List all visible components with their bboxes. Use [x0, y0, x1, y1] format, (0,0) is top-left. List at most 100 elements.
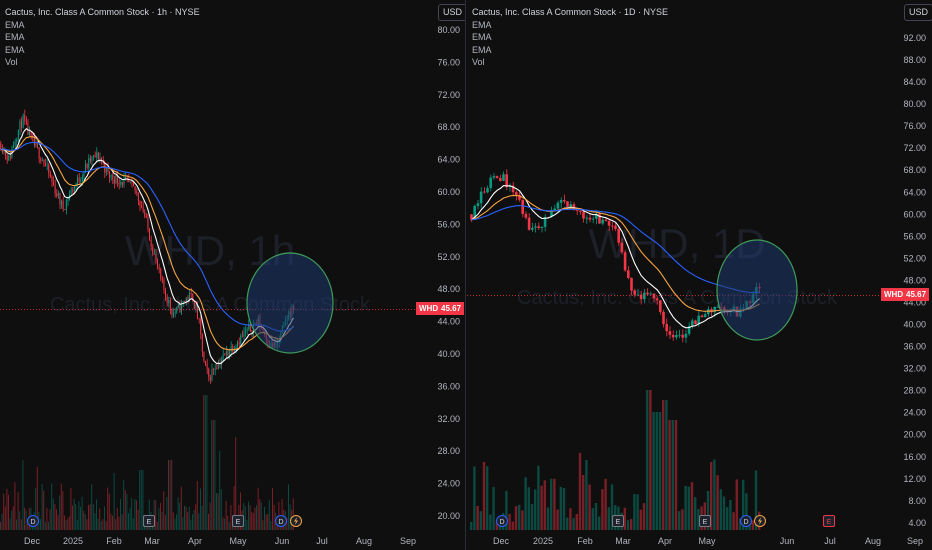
volume-bar: [168, 460, 169, 530]
currency-button-1d[interactable]: USD: [904, 4, 932, 21]
volume-bar: [8, 494, 9, 530]
legend-ema-2[interactable]: EMA: [472, 32, 492, 42]
volume-bar: [128, 513, 129, 530]
candle-body: [222, 354, 224, 361]
volume-bar: [726, 507, 729, 530]
volume-bar: [527, 487, 530, 530]
volume-bar: [228, 521, 230, 530]
volume-bar: [658, 412, 662, 530]
volume-bar: [665, 400, 668, 530]
volume-bar: [44, 521, 46, 530]
legend-ema-3[interactable]: EMA: [472, 44, 492, 55]
candle-body: [59, 193, 61, 205]
volume-bar: [184, 505, 185, 530]
volume-bar: [185, 506, 187, 530]
candle-body: [35, 143, 37, 146]
volume-bar: [41, 484, 43, 530]
candle-body: [251, 330, 253, 332]
legend-ema-1[interactable]: EMA: [472, 19, 492, 30]
last-price-tag-1d: 45.67: [903, 288, 930, 301]
volume-bar: [22, 460, 24, 530]
volume-bar: [222, 517, 224, 530]
volume-bar: [67, 518, 69, 530]
volume-bar: [492, 487, 495, 530]
candle-body: [189, 293, 190, 300]
price-tick-label: 68.00: [903, 165, 926, 175]
candle-body: [572, 204, 576, 210]
time-tick-label: Aug: [356, 536, 372, 546]
volume-bar: [198, 513, 200, 530]
dividend-marker-label: D: [743, 519, 748, 526]
candle-body: [169, 300, 171, 309]
volume-bar: [3, 493, 5, 530]
legend-ema-1[interactable]: EMA: [5, 19, 25, 30]
volume-bar: [200, 488, 201, 530]
candle-body: [19, 120, 21, 130]
volume-bar: [171, 460, 173, 530]
candle-body: [6, 155, 8, 161]
candle-body: [51, 176, 53, 182]
candle-body: [201, 334, 203, 352]
legend-volume[interactable]: Vol: [5, 57, 18, 67]
candle-body: [687, 325, 691, 334]
candle-body: [225, 351, 227, 355]
candle-body: [224, 354, 226, 356]
legend-ema-2[interactable]: EMA: [5, 32, 25, 42]
volume-bar: [48, 521, 49, 530]
price-tick-label: 32.00: [437, 414, 460, 424]
candle-body: [112, 174, 114, 180]
volume-bar: [578, 452, 582, 530]
volume-bar: [594, 502, 598, 530]
volume-bar: [537, 465, 540, 530]
time-tick-label: May: [229, 536, 247, 546]
candle-body: [540, 226, 544, 229]
volume-bar: [716, 475, 719, 530]
candle-body: [126, 177, 128, 179]
volume-bar: [292, 498, 294, 530]
volume-bar: [121, 513, 123, 530]
price-tick-label: 36.00: [903, 342, 926, 352]
volume-bar: [719, 489, 722, 530]
candle-body: [141, 206, 142, 207]
volume-bar: [166, 496, 168, 530]
legend-volume[interactable]: Vol: [472, 57, 485, 67]
candle-body: [70, 189, 72, 195]
volume-bar: [153, 499, 155, 530]
candle-body: [604, 219, 608, 221]
candle-body: [623, 252, 627, 271]
volume-bar: [607, 507, 610, 530]
chart-panel-1d[interactable]: WHD, 1D Cactus, Inc. Class A Common Stock…: [467, 0, 932, 550]
candle-body: [33, 137, 35, 146]
price-tick-label: 48.00: [437, 284, 460, 294]
candle-body: [91, 156, 93, 162]
volume-bar: [251, 511, 253, 530]
candle-body: [582, 211, 585, 219]
volume-bar: [65, 519, 67, 530]
candle-body: [665, 324, 668, 332]
candle-body: [123, 178, 125, 185]
dividend-marker-label: D: [499, 519, 504, 526]
volume-bar: [140, 470, 142, 530]
volume-bar: [639, 509, 642, 530]
currency-button-1h[interactable]: USD: [438, 4, 465, 21]
volume-bar: [27, 518, 29, 530]
volume-bar: [505, 490, 508, 530]
time-tick-label: Apr: [658, 536, 672, 546]
candle-body: [684, 333, 688, 338]
highlight-circle: [246, 252, 334, 354]
candle-body: [617, 229, 620, 243]
candle-body: [0, 143, 2, 150]
candle-body: [534, 226, 537, 228]
candle-body: [173, 313, 174, 316]
volume-bar: [180, 486, 182, 530]
chart-panel-1h[interactable]: WHD, 1h Cactus, Inc. Class A Common Stock…: [0, 0, 466, 550]
candle-body: [579, 210, 582, 212]
volume-bar: [148, 499, 150, 530]
candle-body: [176, 306, 178, 313]
volume-bar: [476, 506, 479, 530]
candle-body: [611, 225, 614, 227]
ema-line-fast: [471, 185, 760, 329]
legend-ema-3[interactable]: EMA: [5, 44, 25, 55]
